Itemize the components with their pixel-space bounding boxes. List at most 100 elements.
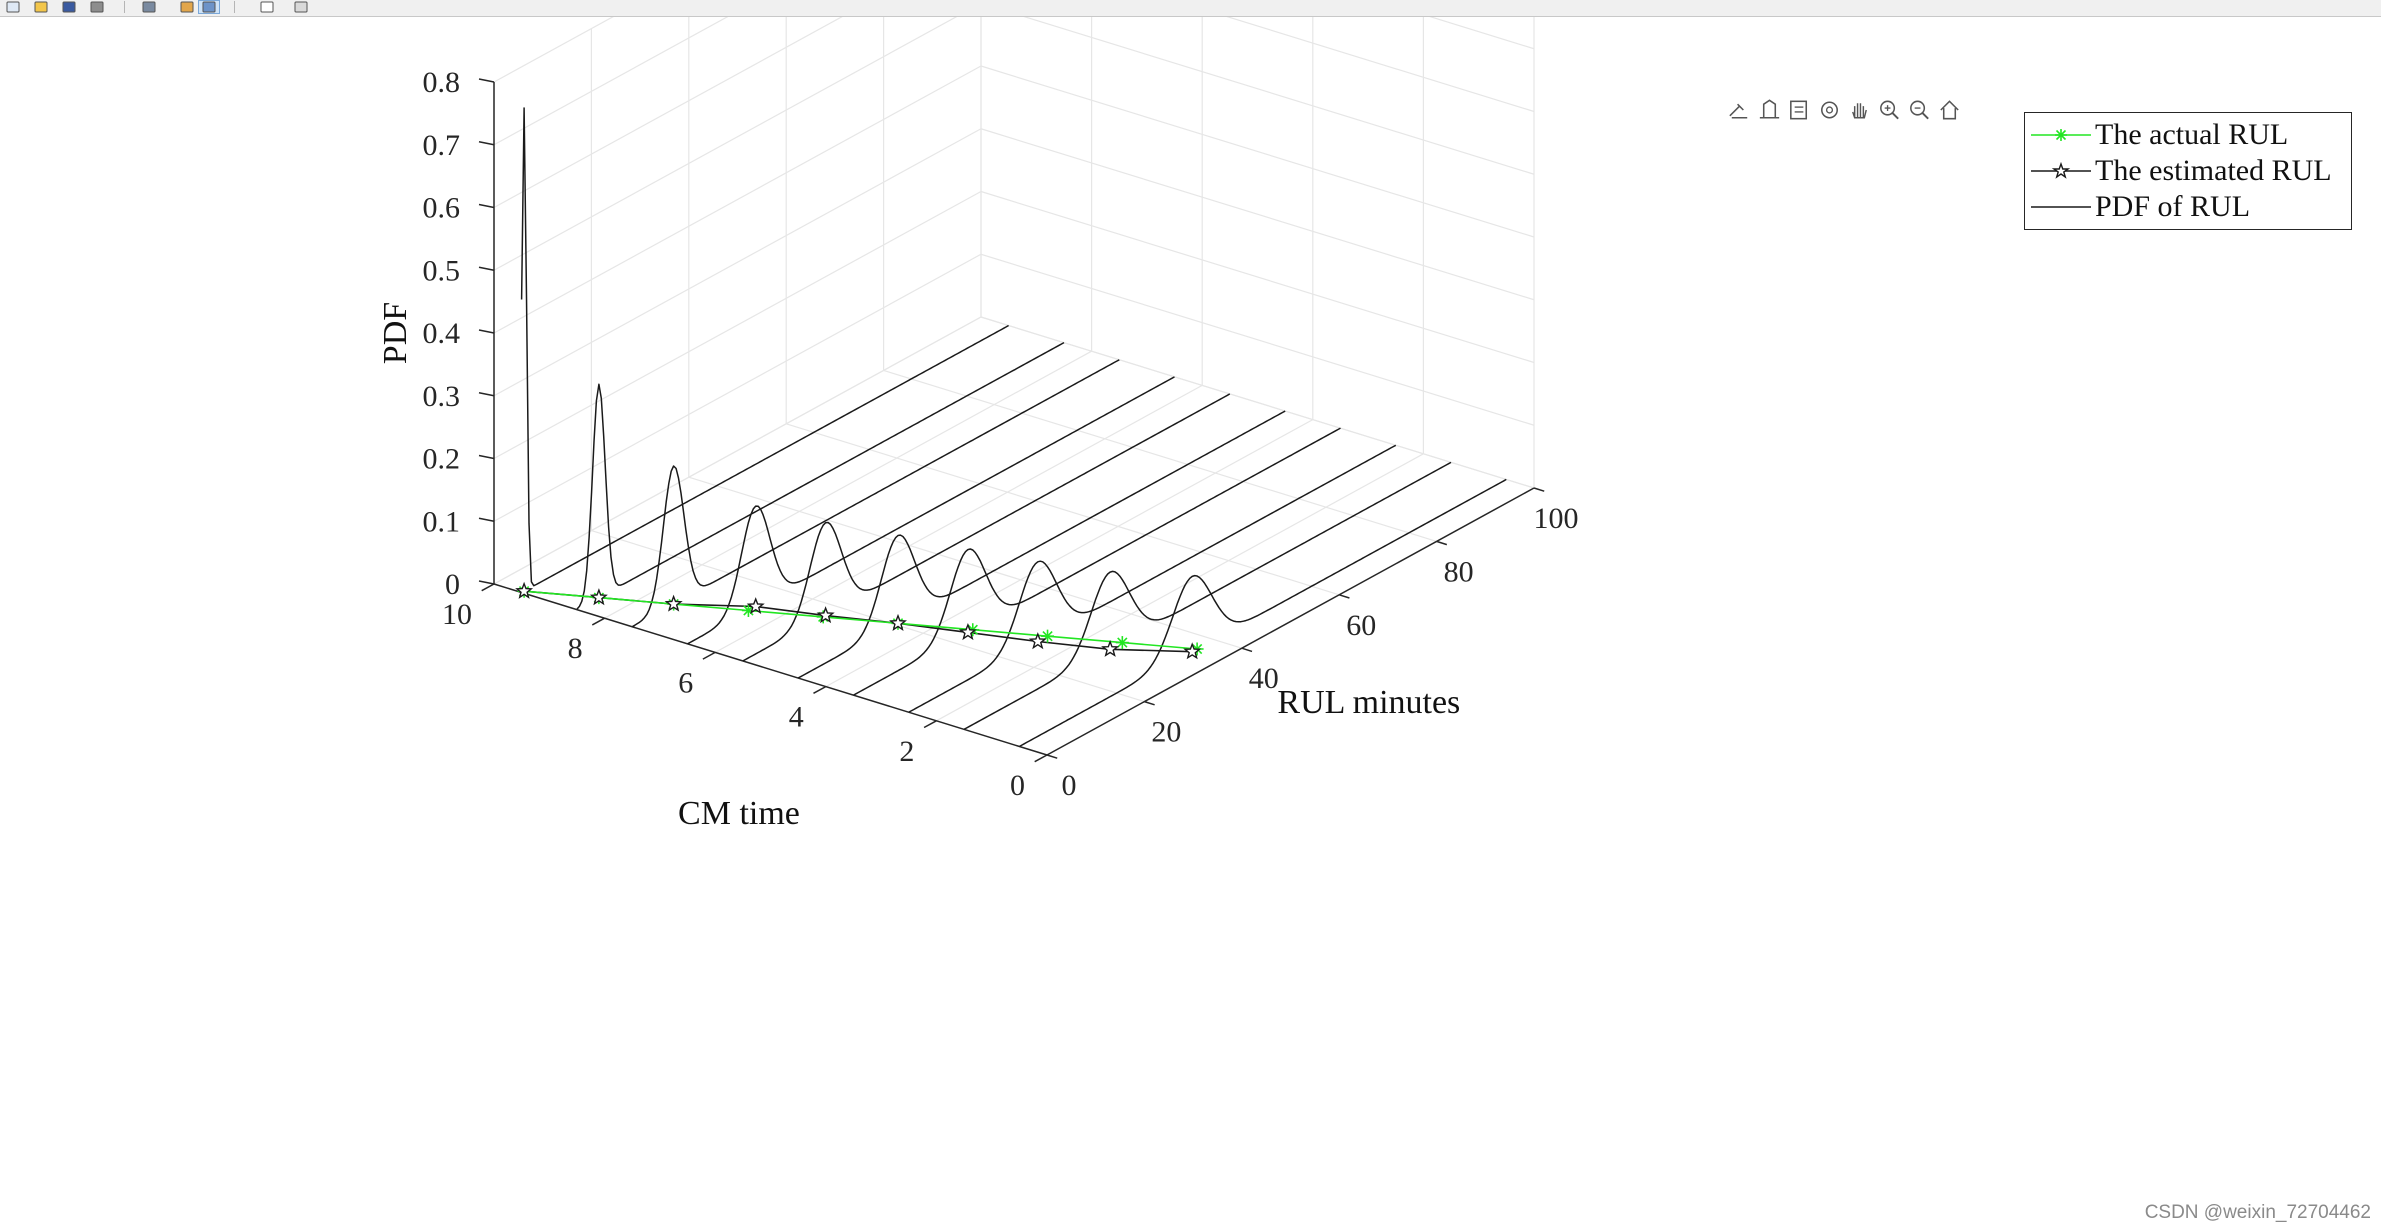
grid-line (604, 350, 1092, 619)
y-tick (813, 685, 827, 694)
y-axis-label: CM time (678, 795, 800, 832)
grid-line (936, 453, 1424, 722)
y-tick-label: 0 (1010, 769, 1025, 802)
axes-toolbar (1726, 95, 1963, 125)
legend-swatch-pdf (2031, 206, 2091, 208)
y-tick (481, 583, 495, 592)
y-tick (702, 651, 716, 660)
legend-swatch-estimated (2031, 161, 2091, 179)
estimated-rul-marker[interactable] (958, 622, 977, 641)
insert-colorbar-icon[interactable] (176, 0, 198, 14)
x-tick-label: 80 (1444, 555, 1474, 588)
estimated-rul-marker[interactable] (816, 606, 835, 624)
y-axis-line (493, 583, 1048, 756)
edit-plot-icon[interactable] (256, 0, 278, 14)
link-plot-icon[interactable] (138, 0, 160, 14)
z-tick-label: 0 (445, 568, 460, 601)
z-tick-label: 0.2 (423, 443, 461, 476)
grid-line (493, 17, 843, 209)
x-axis-line (1046, 487, 1535, 756)
grid-line (493, 190, 982, 460)
actual-rul-line[interactable] (524, 590, 1198, 650)
grid-line (493, 65, 982, 334)
legend-entry-pdf[interactable]: PDF of RUL (2025, 189, 2353, 225)
plot-3d[interactable]: 020406080100024681000.10.20.30.40.50.60.… (0, 17, 2381, 1228)
pdf-curve[interactable] (742, 393, 1231, 662)
print-icon[interactable] (86, 0, 108, 14)
pdf-curve[interactable] (963, 461, 1452, 730)
grid-line (493, 17, 729, 146)
z-tick (478, 266, 495, 271)
legend-label-estimated: The estimated RUL (2095, 154, 2332, 187)
y-tick-label: 10 (442, 598, 472, 631)
legend-entry-actual[interactable]: The actual RUL (2025, 117, 2353, 153)
pdf-curve[interactable] (853, 427, 1341, 696)
estimated-rul-marker[interactable] (515, 581, 534, 599)
data-tips-icon[interactable] (1786, 95, 1813, 125)
pdf-curve[interactable] (797, 410, 1286, 679)
z-axis-label: PDF (377, 302, 414, 364)
grid-line (493, 316, 982, 585)
grid-line (493, 17, 958, 271)
pdf-curve[interactable] (576, 341, 1065, 610)
z-tick (478, 517, 495, 522)
y-tick-label: 6 (678, 666, 693, 699)
x-tick-label: 0 (1062, 769, 1077, 802)
z-tick-label: 0.8 (423, 66, 461, 99)
estimated-rul-marker[interactable] (889, 613, 907, 632)
estimated-rul-marker[interactable] (589, 588, 608, 606)
brush-icon[interactable] (1726, 95, 1753, 125)
zoom-in-icon[interactable] (1876, 95, 1903, 125)
pdf-curve[interactable] (520, 107, 1009, 587)
legend-entry-estimated[interactable]: The estimated RUL (2025, 153, 2353, 189)
grid-line (1429, 17, 1535, 50)
grid-line (883, 369, 1437, 542)
y-tick-label: 2 (899, 735, 914, 768)
watermark: CSDN @weixin_72704462 (2144, 1202, 2371, 1223)
pan-icon[interactable] (1846, 95, 1873, 125)
estimated-rul-marker[interactable] (1101, 639, 1120, 657)
z-tick-label: 0.3 (423, 380, 461, 413)
z-tick (478, 203, 495, 209)
legend[interactable]: The actual RUL The estimated RUL PDF of … (2024, 112, 2352, 230)
legend-swatch-actual (2031, 129, 2091, 141)
x-tick (1046, 754, 1058, 759)
x-tick-label: 20 (1151, 716, 1181, 749)
grid-line (1226, 17, 1535, 113)
z-tick (478, 580, 495, 585)
estimated-rul-marker[interactable] (746, 597, 765, 615)
pdf-curve[interactable] (908, 444, 1397, 713)
grid-line (825, 419, 1314, 688)
y-tick (591, 617, 605, 626)
pdf-curve[interactable] (687, 376, 1175, 645)
open-file-icon[interactable] (30, 0, 52, 14)
grid-line (493, 17, 614, 83)
save-icon[interactable] (58, 0, 80, 14)
figure-toolbar (0, 0, 2381, 17)
zoom-out-icon[interactable] (1906, 95, 1933, 125)
z-tick (478, 392, 495, 397)
property-inspector-icon[interactable] (290, 0, 312, 14)
y-tick-label: 8 (568, 632, 583, 665)
legend-label-pdf: PDF of RUL (2095, 190, 2251, 223)
grid-line (591, 530, 1145, 703)
home-icon[interactable] (1936, 95, 1963, 125)
pdf-curve[interactable] (631, 359, 1120, 628)
z-tick (478, 78, 495, 83)
z-tick-label: 0.5 (423, 254, 461, 287)
z-tick-label: 0.6 (423, 192, 461, 225)
x-tick (1338, 594, 1350, 599)
rotate-3d-icon[interactable] (1816, 95, 1843, 125)
x-tick-label: 100 (1534, 502, 1579, 535)
insert-legend-icon[interactable] (198, 0, 220, 14)
pdf-curve[interactable] (1019, 478, 1507, 748)
estimated-rul-marker[interactable] (1183, 642, 1202, 660)
y-tick (923, 720, 937, 729)
estimated-rul-marker[interactable] (1028, 632, 1047, 650)
estimated-rul-marker[interactable] (664, 594, 683, 612)
actual-rul-marker[interactable] (1115, 636, 1129, 650)
data-cursor-icon[interactable] (1756, 95, 1783, 125)
x-tick-label: 60 (1346, 609, 1376, 642)
z-tick-label: 0.1 (423, 505, 461, 538)
new-figure-icon[interactable] (2, 0, 24, 14)
